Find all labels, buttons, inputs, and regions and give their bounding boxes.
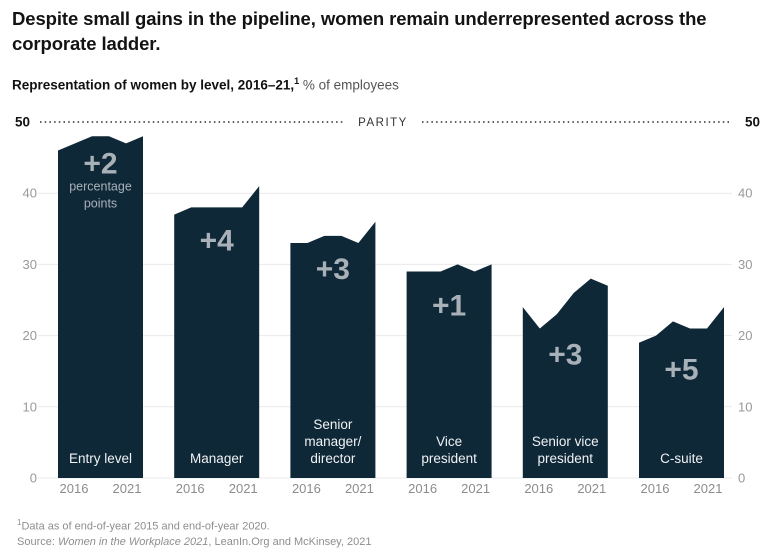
category-label-manager: Manager xyxy=(190,451,244,466)
gain-note-line: percentage xyxy=(69,179,132,193)
area-c-suite xyxy=(639,307,724,478)
gain-label-c-suite: +5 xyxy=(664,354,698,387)
year-label-2016-c-suite: 2016 xyxy=(641,481,670,496)
year-label-2016-entry-level: 2016 xyxy=(60,481,89,496)
source-prefix: Source: xyxy=(17,535,58,548)
y-axis-tick-right: 40 xyxy=(738,186,752,201)
area-manager xyxy=(174,186,260,478)
category-label-senior-manager-director: manager/ xyxy=(304,434,361,449)
area-entry-level xyxy=(58,136,143,478)
area-senior-vice-president xyxy=(522,278,608,478)
footnote-source: Source: Women in the Workplace 2021, Lea… xyxy=(17,535,371,550)
year-label-2021-senior-manager-director: 2021 xyxy=(345,481,374,496)
footnote-data-note: 1Data as of end-of-year 2015 and end-of-… xyxy=(17,515,371,535)
gain-label-senior-vice-president: +3 xyxy=(548,338,582,371)
y-axis-tick-right: 30 xyxy=(738,257,752,272)
y-axis-tick-left: 0 xyxy=(30,471,37,486)
category-label-vice-president: Vice xyxy=(436,434,462,449)
gain-label-entry-level: +2 xyxy=(83,147,117,180)
area-chart: 0 0 10 10 20 20 30 30 40 40 PARITY 50 50 +2percentage… xyxy=(15,115,760,497)
year-label-2016-manager: 2016 xyxy=(176,481,205,496)
y-axis-tick-right: 20 xyxy=(738,328,752,343)
gain-label-senior-manager-director: +3 xyxy=(316,253,350,286)
gain-label-manager: +4 xyxy=(200,225,235,258)
source-report-title: Women in the Workplace 2021 xyxy=(57,535,209,548)
category-label-senior-vice-president: president xyxy=(538,451,594,466)
footnote-marker: 1 xyxy=(17,518,22,527)
parity-label: PARITY xyxy=(358,117,408,129)
parity-tick-right: 50 xyxy=(745,115,760,130)
year-label-2021-vice-president: 2021 xyxy=(461,481,490,496)
subtitle-units-text: % of employees xyxy=(299,77,399,93)
category-label-senior-manager-director: director xyxy=(310,451,356,466)
y-axis-tick-left: 20 xyxy=(23,328,37,343)
footnotes: 1Data as of end-of-year 2015 and end-of-… xyxy=(17,515,371,550)
parity-tick-left: 50 xyxy=(15,115,30,130)
y-axis-tick-left: 10 xyxy=(23,399,37,414)
year-label-2021-manager: 2021 xyxy=(229,481,258,496)
year-label-2021-c-suite: 2021 xyxy=(694,481,723,496)
subtitle-footnote-marker: 1 xyxy=(294,76,300,86)
year-label-2016-vice-president: 2016 xyxy=(408,481,437,496)
year-label-2016-senior-manager-director: 2016 xyxy=(292,481,321,496)
year-label-2016-senior-vice-president: 2016 xyxy=(524,481,553,496)
category-label-vice-president: president xyxy=(421,451,477,466)
subtitle-bold-text: Representation of women by level, 2016–2… xyxy=(12,77,295,93)
footnote-text: Data as of end-of-year 2015 and end-of-y… xyxy=(21,520,270,533)
source-rest: , LeanIn.Org and McKinsey, 2021 xyxy=(208,535,372,548)
y-axis-tick-left: 40 xyxy=(23,186,37,201)
category-label-senior-vice-president: Senior vice xyxy=(532,434,599,449)
y-axis-tick-left: 30 xyxy=(23,257,37,272)
year-label-2021-senior-vice-president: 2021 xyxy=(577,481,606,496)
year-label-2021-entry-level: 2021 xyxy=(113,481,142,496)
page-title: Despite small gains in the pipeline, wom… xyxy=(12,8,707,54)
gain-label-vice-president: +1 xyxy=(432,290,466,323)
gain-note-line: points xyxy=(84,196,117,210)
y-axis-tick-right: 10 xyxy=(738,399,752,414)
category-label-c-suite: C-suite xyxy=(660,451,703,466)
area-vice-president xyxy=(406,264,492,478)
category-label-entry-level: Entry level xyxy=(69,451,132,466)
chart-subtitle: Representation of women by level, 2016–2… xyxy=(12,76,399,93)
area-senior-manager-director xyxy=(290,221,376,478)
y-axis-tick-right: 0 xyxy=(738,471,745,486)
category-label-senior-manager-director: Senior xyxy=(313,417,353,432)
